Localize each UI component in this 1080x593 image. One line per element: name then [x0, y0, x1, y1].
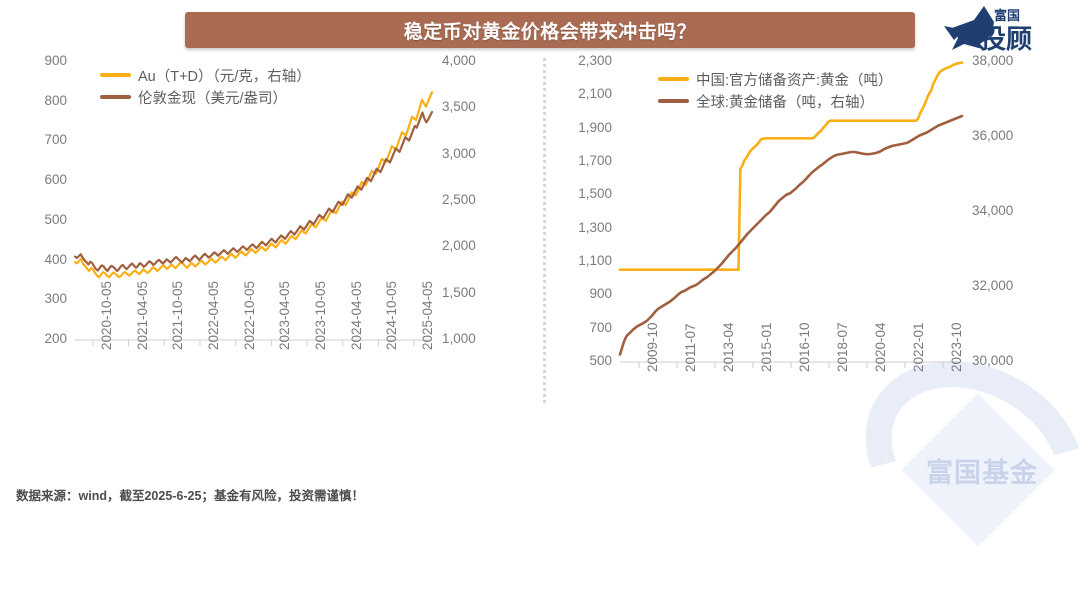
chart-panel-gold-price: Au（T+D）（元/克，右轴） 伦敦金现（美元/盎司） 200 300 400 500 6… — [0, 52, 520, 502]
y-axis-left-tick-label: 2,300 — [578, 53, 612, 68]
chart-legend-right: 中国:官方储备资产:黄金（吨） 全球:黄金储备（吨，右轴） — [658, 68, 893, 112]
y-axis-left-tick-label: 200 — [44, 331, 67, 346]
legend-label: Au（T+D）（元/克，右轴） — [138, 68, 311, 85]
legend-swatch-icon — [658, 99, 689, 103]
legend-label: 伦敦金现（美元/盎司） — [138, 90, 288, 107]
svg-text:投顾: 投顾 — [980, 24, 1032, 54]
y-axis-left-tick-label: 1,700 — [578, 153, 612, 168]
y-axis-right-tick-label: 38,000 — [972, 53, 1014, 68]
page-title: 稳定币对黄金价格会带来冲击吗？ — [403, 21, 697, 43]
legend-item: Au（T+D）（元/克，右轴） — [100, 64, 311, 86]
y-axis-left-tick-label: 1,100 — [578, 253, 612, 268]
y-axis-right-tick-label: 3,000 — [442, 145, 476, 161]
legend-item: 中国:官方储备资产:黄金（吨） — [658, 68, 893, 90]
y-axis-left-tick-label: 700 — [589, 319, 612, 335]
x-axis-tick-label: 2023-04-05 — [277, 280, 293, 350]
x-axis-tick-label: 2020-04 — [873, 322, 888, 372]
y-axis-right-tick-label: 4,000 — [442, 53, 476, 68]
infographic-page: 富国基金 稳定币对黄金价格会带来冲击吗？ 富国 投顾 投顾 Au（T+D）（元/… — [0, 4, 1080, 593]
chart-svg — [73, 91, 434, 346]
chart-svg — [618, 61, 964, 368]
brand-logo: 富国 投顾 投顾 — [940, 4, 1068, 54]
y-axis-left-tick-label: 700 — [44, 132, 67, 148]
chart-panel-gold-reserves: 中国:官方储备资产:黄金（吨） 全球:黄金储备（吨，右轴） 500 700 900 1,… — [540, 52, 1080, 502]
x-axis-tick-label: 2009-10 — [645, 322, 660, 372]
panel-divider — [543, 58, 546, 403]
y-axis-left-tick-label: 900 — [44, 53, 67, 68]
y-axis-left-tick-label: 1,500 — [578, 186, 612, 202]
x-axis-tick-label: 2023-10-05 — [313, 280, 329, 350]
y-axis-left-tick-label: 600 — [44, 172, 67, 188]
y-axis-left-tick-label: 400 — [44, 251, 67, 267]
y-axis-right-tick-label: 1,000 — [442, 331, 476, 346]
legend-swatch-icon — [100, 73, 131, 77]
series-line — [73, 110, 434, 273]
series-line — [618, 61, 964, 271]
x-axis-tick-label: 2015-01 — [759, 322, 774, 372]
y-axis-right-tick-label: 32,000 — [972, 278, 1014, 293]
y-axis-left-tick-label: 1,300 — [578, 219, 612, 235]
series-line — [73, 91, 434, 279]
x-axis-tick-label: 2020-10-05 — [98, 280, 114, 350]
legend-swatch-icon — [100, 95, 131, 99]
y-axis-right-tick-label: 30,000 — [972, 353, 1014, 368]
legend-item: 伦敦金现（美元/盎司） — [100, 86, 311, 108]
x-axis-tick-label: 2013-04 — [721, 322, 736, 372]
x-axis-tick-label: 2022-01 — [911, 322, 926, 372]
legend-item: 全球:黄金储备（吨，右轴） — [658, 90, 893, 112]
x-axis-tick-label: 2021-10-05 — [170, 280, 186, 350]
x-axis-tick-label: 2016-10 — [797, 322, 812, 372]
chart-plot-right: 500 700 900 1,100 1,300 1,500 1,700 1,900 2,100 2… — [540, 52, 1080, 382]
y-axis-left-tick-label: 2,100 — [578, 86, 612, 102]
svg-text:富国: 富国 — [994, 8, 1020, 23]
x-axis-tick-label: 2025-04-05 — [420, 280, 436, 350]
y-axis-left-tick-label: 300 — [44, 291, 67, 307]
x-axis-tick-label: 2024-04-05 — [348, 280, 364, 350]
y-axis-left-tick-label: 900 — [589, 286, 612, 302]
legend-label: 全球:黄金储备（吨，右轴） — [696, 94, 875, 111]
y-axis-right-tick-label: 34,000 — [972, 203, 1014, 218]
y-axis-right-tick-label: 36,000 — [972, 128, 1014, 143]
legend-swatch-icon — [658, 77, 689, 81]
y-axis-right-tick-label: 3,500 — [442, 99, 476, 115]
chart-plot-left: 200 300 400 500 600 700 800 900 1,000 1,500 2,000 2… — [0, 52, 520, 352]
y-axis-right-tick-label: 2,500 — [442, 192, 476, 207]
y-axis-right-tick-label: 1,500 — [442, 284, 476, 300]
x-axis-tick-label: 2022-04-05 — [205, 280, 221, 350]
x-axis-tick-label: 2021-04-05 — [134, 280, 150, 350]
legend-label: 中国:官方储备资产:黄金（吨） — [696, 72, 893, 89]
x-axis-tick-label: 2023-10 — [949, 322, 964, 372]
y-axis-left-tick-label: 1,900 — [578, 119, 612, 135]
star-icon: 富国 投顾 投顾 — [944, 6, 1032, 54]
y-axis-right-tick-label: 2,000 — [442, 238, 476, 254]
chart-legend-left: Au（T+D）（元/克，右轴） 伦敦金现（美元/盎司） — [100, 64, 311, 108]
y-axis-left-tick-label: 800 — [44, 92, 67, 108]
x-axis-tick-label: 2024-10-05 — [384, 280, 400, 350]
y-axis-left-tick-label: 500 — [44, 211, 67, 227]
page-title-bar: 稳定币对黄金价格会带来冲击吗？ — [185, 12, 915, 48]
x-axis-tick-label: 2022-10-05 — [241, 280, 257, 350]
source-footnote: 数据来源：wind，截至2025-6-25；基金有风险，投资需谨慎！ — [16, 489, 364, 503]
y-axis-left-tick-label: 500 — [589, 353, 612, 368]
x-axis-tick-label: 2018-07 — [835, 322, 850, 372]
x-axis-tick-label: 2011-07 — [683, 323, 698, 372]
series-line — [618, 114, 964, 356]
